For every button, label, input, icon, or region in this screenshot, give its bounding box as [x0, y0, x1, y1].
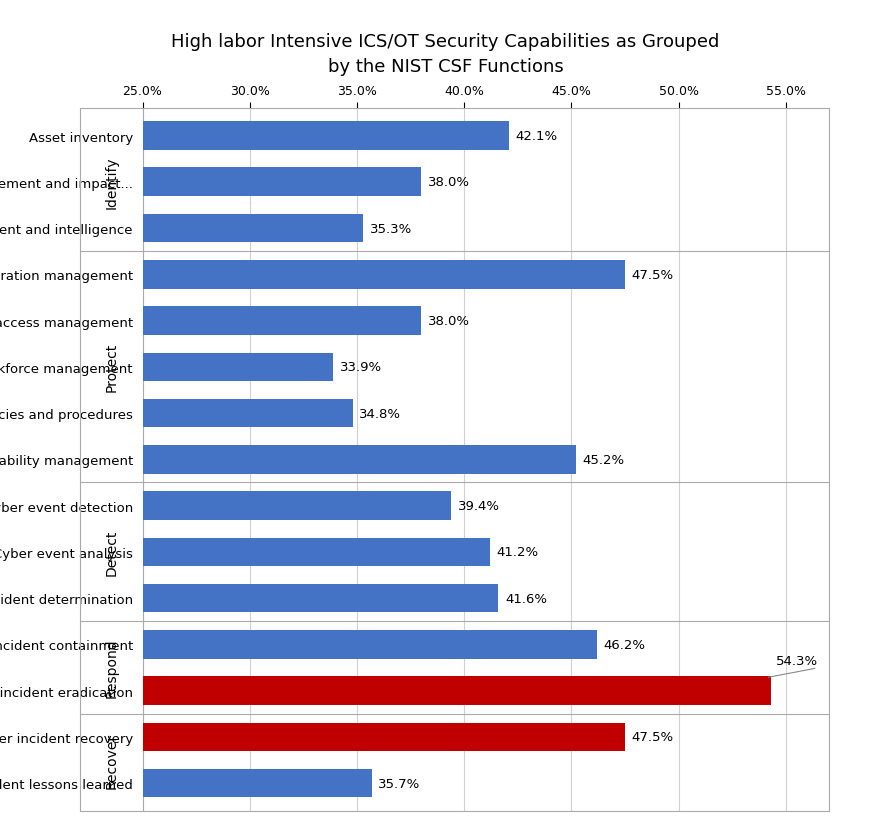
Bar [143, 261, 625, 289]
Text: Protect: Protect [104, 343, 119, 392]
Text: 41.6%: 41.6% [505, 592, 547, 605]
Bar [143, 676, 771, 705]
Text: 34.8%: 34.8% [359, 407, 401, 421]
Text: 35.7%: 35.7% [379, 777, 421, 790]
Text: 33.9%: 33.9% [339, 361, 382, 374]
Bar [143, 400, 353, 428]
Bar [143, 538, 490, 567]
Bar [143, 722, 625, 752]
Bar [143, 584, 498, 613]
Text: 46.2%: 46.2% [603, 638, 645, 651]
Bar [143, 122, 509, 150]
Text: Recover: Recover [104, 732, 119, 788]
Bar [143, 307, 421, 335]
Text: 45.2%: 45.2% [582, 453, 625, 466]
Bar [143, 446, 576, 474]
Bar [143, 630, 597, 659]
Bar [143, 215, 364, 243]
Text: 47.5%: 47.5% [632, 731, 674, 743]
Bar [143, 769, 372, 798]
Text: 38.0%: 38.0% [428, 176, 470, 189]
Text: 41.2%: 41.2% [496, 546, 538, 558]
Text: 47.5%: 47.5% [632, 268, 674, 282]
Text: 54.3%: 54.3% [776, 655, 818, 668]
Bar [143, 168, 421, 197]
Text: Detect: Detect [104, 529, 119, 575]
Bar [143, 353, 333, 382]
Text: 39.4%: 39.4% [458, 499, 500, 512]
Text: 35.3%: 35.3% [370, 222, 412, 235]
Text: 42.1%: 42.1% [516, 130, 558, 143]
Text: 38.0%: 38.0% [428, 314, 470, 328]
Bar [143, 492, 451, 520]
Text: Identify: Identify [104, 156, 119, 209]
Text: High labor Intensive ICS/OT Security Capabilities as Grouped
by the NIST CSF Fun: High labor Intensive ICS/OT Security Cap… [171, 33, 720, 76]
Text: Respond: Respond [104, 638, 119, 697]
